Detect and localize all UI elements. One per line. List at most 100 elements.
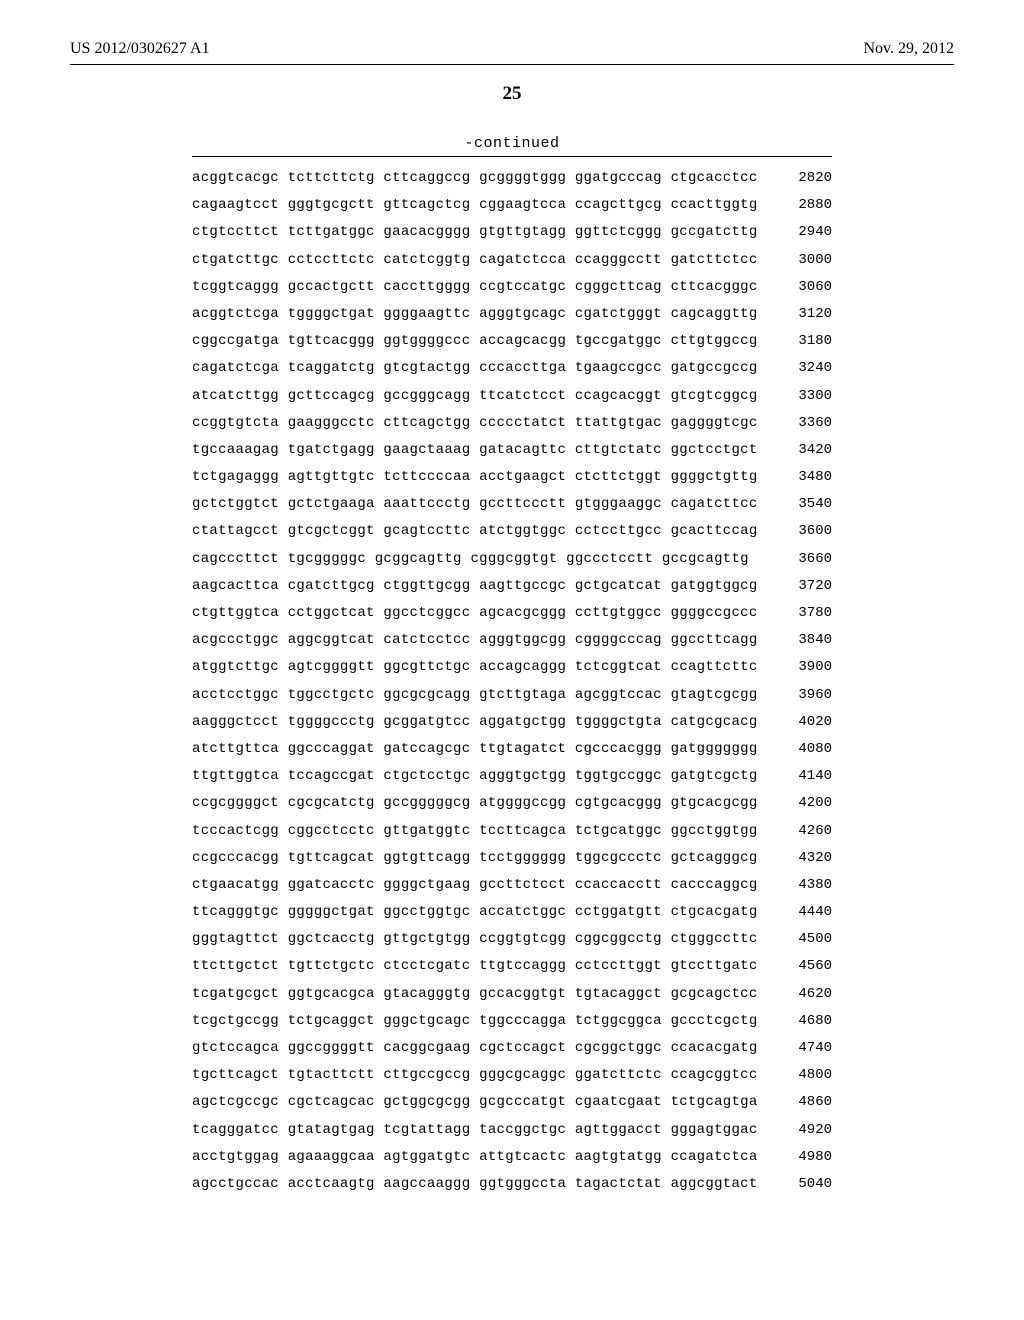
sequence-position: 3660 bbox=[778, 552, 832, 566]
sequence-row: tcgctgccgg tctgcaggct gggctgcagc tggccca… bbox=[192, 1014, 832, 1028]
sequence-text: ccgcggggct cgcgcatctg gccgggggcg atggggc… bbox=[192, 796, 758, 810]
sequence-position: 3240 bbox=[778, 361, 832, 375]
sequence-text: cagatctcga tcaggatctg gtcgtactgg cccacct… bbox=[192, 361, 758, 375]
sequence-block: acggtcacgc tcttcttctg cttcaggccg gcggggt… bbox=[192, 171, 832, 1191]
sequence-row: acggtctcga tggggctgat ggggaagttc agggtgc… bbox=[192, 307, 832, 321]
header-date: Nov. 29, 2012 bbox=[863, 40, 954, 58]
header-rule bbox=[70, 64, 954, 65]
sequence-text: atcatcttgg gcttccagcg gccgggcagg ttcatct… bbox=[192, 389, 758, 403]
sequence-position: 2880 bbox=[778, 198, 832, 212]
sequence-position: 4200 bbox=[778, 796, 832, 810]
sequence-row: cagcccttct tgcgggggc gcggcagttg cgggcggt… bbox=[192, 552, 832, 566]
sequence-text: agcctgccac acctcaagtg aagccaaggg ggtgggc… bbox=[192, 1177, 758, 1191]
sequence-text: agctcgccgc cgctcagcac gctggcgcgg gcgccca… bbox=[192, 1095, 758, 1109]
sequence-text: ccgcccacgg tgttcagcat ggtgttcagg tcctggg… bbox=[192, 851, 758, 865]
header-docket: US 2012/0302627 A1 bbox=[70, 40, 210, 58]
sequence-row: aagggctcct tggggccctg gcggatgtcc aggatgc… bbox=[192, 715, 832, 729]
sequence-position: 5040 bbox=[778, 1177, 832, 1191]
sequence-row: ccgcccacgg tgttcagcat ggtgttcagg tcctggg… bbox=[192, 851, 832, 865]
sequence-position: 3540 bbox=[778, 497, 832, 511]
sequence-row: agcctgccac acctcaagtg aagccaaggg ggtgggc… bbox=[192, 1177, 832, 1191]
sequence-text: cggccgatga tgttcacggg ggtggggccc accagca… bbox=[192, 334, 758, 348]
sequence-text: tcccactcgg cggcctcctc gttgatggtc tccttca… bbox=[192, 824, 758, 838]
sequence-row: ttgttggtca tccagccgat ctgctcctgc agggtgc… bbox=[192, 769, 832, 783]
sequence-position: 3720 bbox=[778, 579, 832, 593]
sequence-row: cagatctcga tcaggatctg gtcgtactgg cccacct… bbox=[192, 361, 832, 375]
sequence-position: 4440 bbox=[778, 905, 832, 919]
sequence-position: 3000 bbox=[778, 253, 832, 267]
sequence-row: tgcttcagct tgtacttctt cttgccgccg gggcgca… bbox=[192, 1068, 832, 1082]
sequence-row: acctgtggag agaaaggcaa agtggatgtc attgtca… bbox=[192, 1150, 832, 1164]
sequence-position: 3960 bbox=[778, 688, 832, 702]
page-container: US 2012/0302627 A1 Nov. 29, 2012 25 -con… bbox=[0, 0, 1024, 1320]
sequence-row: gtctccagca ggccggggtt cacggcgaag cgctcca… bbox=[192, 1041, 832, 1055]
page-number: 25 bbox=[70, 83, 954, 105]
sequence-position: 4080 bbox=[778, 742, 832, 756]
sequence-position: 4560 bbox=[778, 959, 832, 973]
sequence-row: gggtagttct ggctcacctg gttgctgtgg ccggtgt… bbox=[192, 932, 832, 946]
sequence-row: tcccactcgg cggcctcctc gttgatggtc tccttca… bbox=[192, 824, 832, 838]
sequence-position: 3840 bbox=[778, 633, 832, 647]
sequence-row: ctgtccttct tcttgatggc gaacacgggg gtgttgt… bbox=[192, 225, 832, 239]
sequence-row: cagaagtcct gggtgcgctt gttcagctcg cggaagt… bbox=[192, 198, 832, 212]
sequence-text: acggtctcga tggggctgat ggggaagttc agggtgc… bbox=[192, 307, 758, 321]
sequence-text: tcgatgcgct ggtgcacgca gtacagggtg gccacgg… bbox=[192, 987, 758, 1001]
sequence-text: ctattagcct gtcgctcggt gcagtccttc atctggt… bbox=[192, 524, 758, 538]
sequence-position: 3420 bbox=[778, 443, 832, 457]
sequence-position: 4740 bbox=[778, 1041, 832, 1055]
sequence-position: 4920 bbox=[778, 1123, 832, 1137]
sequence-text: acctgtggag agaaaggcaa agtggatgtc attgtca… bbox=[192, 1150, 758, 1164]
sequence-position: 2940 bbox=[778, 225, 832, 239]
sequence-text: tctgagaggg agttgttgtc tcttccccaa acctgaa… bbox=[192, 470, 758, 484]
sequence-text: ctgtccttct tcttgatggc gaacacgggg gtgttgt… bbox=[192, 225, 758, 239]
sequence-top-rule bbox=[192, 156, 832, 157]
sequence-text: acctcctggc tggcctgctc ggcgcgcagg gtcttgt… bbox=[192, 688, 758, 702]
sequence-position: 4380 bbox=[778, 878, 832, 892]
sequence-row: ctattagcct gtcgctcggt gcagtccttc atctggt… bbox=[192, 524, 832, 538]
page-header: US 2012/0302627 A1 Nov. 29, 2012 bbox=[70, 40, 954, 58]
sequence-position: 4500 bbox=[778, 932, 832, 946]
sequence-row: gctctggtct gctctgaaga aaattccctg gccttcc… bbox=[192, 497, 832, 511]
sequence-position: 4800 bbox=[778, 1068, 832, 1082]
sequence-row: tctgagaggg agttgttgtc tcttccccaa acctgaa… bbox=[192, 470, 832, 484]
sequence-row: ttcttgctct tgttctgctc ctcctcgatc ttgtcca… bbox=[192, 959, 832, 973]
sequence-text: aagggctcct tggggccctg gcggatgtcc aggatgc… bbox=[192, 715, 758, 729]
sequence-position: 3300 bbox=[778, 389, 832, 403]
sequence-row: ctgttggtca cctggctcat ggcctcggcc agcacgc… bbox=[192, 606, 832, 620]
sequence-position: 4320 bbox=[778, 851, 832, 865]
sequence-row: acggtcacgc tcttcttctg cttcaggccg gcggggt… bbox=[192, 171, 832, 185]
sequence-row: atcatcttgg gcttccagcg gccgggcagg ttcatct… bbox=[192, 389, 832, 403]
sequence-position: 4680 bbox=[778, 1014, 832, 1028]
sequence-row: ccggtgtcta gaagggcctc cttcagctgg cccccta… bbox=[192, 416, 832, 430]
sequence-row: agctcgccgc cgctcagcac gctggcgcgg gcgccca… bbox=[192, 1095, 832, 1109]
sequence-text: ctgaacatgg ggatcacctc ggggctgaag gccttct… bbox=[192, 878, 758, 892]
sequence-text: gtctccagca ggccggggtt cacggcgaag cgctcca… bbox=[192, 1041, 758, 1055]
sequence-position: 4140 bbox=[778, 769, 832, 783]
sequence-position: 3180 bbox=[778, 334, 832, 348]
sequence-row: atcttgttca ggcccaggat gatccagcgc ttgtaga… bbox=[192, 742, 832, 756]
sequence-text: tcagggatcc gtatagtgag tcgtattagg taccggc… bbox=[192, 1123, 758, 1137]
continued-label: -continued bbox=[70, 135, 954, 152]
sequence-position: 3480 bbox=[778, 470, 832, 484]
sequence-text: tgccaaagag tgatctgagg gaagctaaag gatacag… bbox=[192, 443, 758, 457]
sequence-text: ctgatcttgc cctccttctc catctcggtg cagatct… bbox=[192, 253, 758, 267]
sequence-position: 3360 bbox=[778, 416, 832, 430]
sequence-row: acgccctggc aggcggtcat catctcctcc agggtgg… bbox=[192, 633, 832, 647]
sequence-position: 4620 bbox=[778, 987, 832, 1001]
sequence-row: cggccgatga tgttcacggg ggtggggccc accagca… bbox=[192, 334, 832, 348]
sequence-text: tgcttcagct tgtacttctt cttgccgccg gggcgca… bbox=[192, 1068, 758, 1082]
sequence-row: tcgatgcgct ggtgcacgca gtacagggtg gccacgg… bbox=[192, 987, 832, 1001]
sequence-text: atcttgttca ggcccaggat gatccagcgc ttgtaga… bbox=[192, 742, 758, 756]
sequence-text: atggtcttgc agtcggggtt ggcgttctgc accagca… bbox=[192, 660, 758, 674]
sequence-text: aagcacttca cgatcttgcg ctggttgcgg aagttgc… bbox=[192, 579, 758, 593]
sequence-row: ttcagggtgc gggggctgat ggcctggtgc accatct… bbox=[192, 905, 832, 919]
sequence-position: 4020 bbox=[778, 715, 832, 729]
sequence-text: tcgctgccgg tctgcaggct gggctgcagc tggccca… bbox=[192, 1014, 758, 1028]
sequence-text: cagaagtcct gggtgcgctt gttcagctcg cggaagt… bbox=[192, 198, 758, 212]
sequence-text: gggtagttct ggctcacctg gttgctgtgg ccggtgt… bbox=[192, 932, 758, 946]
sequence-text: ttgttggtca tccagccgat ctgctcctgc agggtgc… bbox=[192, 769, 758, 783]
sequence-position: 2820 bbox=[778, 171, 832, 185]
sequence-row: acctcctggc tggcctgctc ggcgcgcagg gtcttgt… bbox=[192, 688, 832, 702]
sequence-row: tcggtcaggg gccactgctt caccttgggg ccgtcca… bbox=[192, 280, 832, 294]
sequence-position: 3060 bbox=[778, 280, 832, 294]
